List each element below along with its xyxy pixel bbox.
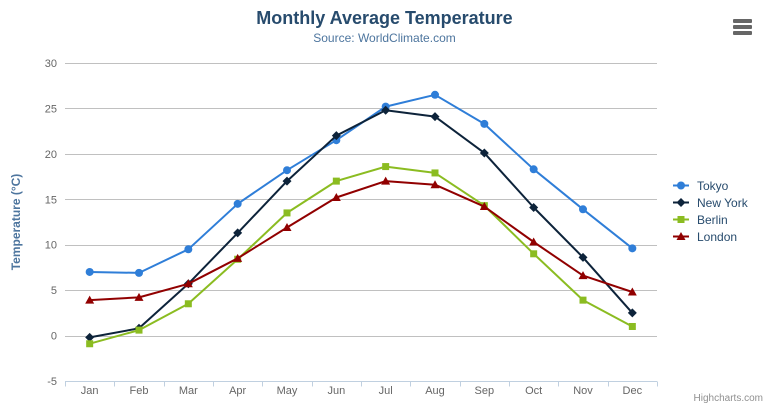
legend-item-tokyo[interactable]: Tokyo <box>672 177 748 194</box>
legend-label-new-york: New York <box>697 195 748 210</box>
svg-text:Sep: Sep <box>475 385 495 397</box>
svg-text:Apr: Apr <box>229 385 246 397</box>
y-axis-labels: -5 0 5 10 15 20 25 30 <box>45 58 57 388</box>
svg-text:-5: -5 <box>47 376 57 388</box>
legend: Tokyo New York Berlin London <box>672 177 748 245</box>
legend-label-london: London <box>697 229 738 244</box>
y-gridlines <box>65 63 657 382</box>
x-axis-labels: Jan Feb Mar Apr May Jun Jul Aug Sep Oct Nov Dec <box>81 385 643 397</box>
chart-title: Monthly Average Temperature <box>256 8 513 28</box>
svg-text:30: 30 <box>45 58 57 70</box>
svg-text:15: 15 <box>45 194 57 206</box>
x-axis <box>65 381 658 387</box>
legend-item-new-york[interactable]: New York <box>672 194 748 211</box>
legend-item-berlin[interactable]: Berlin <box>672 211 748 228</box>
tokyo-circle-marker-icon <box>673 181 689 190</box>
legend-item-london[interactable]: London <box>672 228 748 245</box>
svg-text:May: May <box>277 385 298 397</box>
svg-text:Jan: Jan <box>81 385 99 397</box>
series-new-york[interactable] <box>85 105 637 342</box>
svg-text:Nov: Nov <box>573 385 593 397</box>
hamburger-icon <box>731 19 753 35</box>
berlin-square-marker-icon <box>673 216 689 223</box>
series-tokyo[interactable] <box>85 90 637 277</box>
svg-text:Aug: Aug <box>425 385 445 397</box>
credits-link[interactable]: Highcharts.com <box>693 393 763 404</box>
svg-text:Jul: Jul <box>379 385 393 397</box>
y-axis-title: Temperature (°C) <box>9 174 23 271</box>
svg-text:Oct: Oct <box>525 385 542 397</box>
svg-text:5: 5 <box>51 285 57 297</box>
svg-text:Feb: Feb <box>130 385 149 397</box>
legend-label-tokyo: Tokyo <box>697 178 729 193</box>
legend-label-berlin: Berlin <box>697 212 728 227</box>
svg-text:20: 20 <box>45 149 57 161</box>
new-york-diamond-marker-icon <box>673 198 689 207</box>
export-menu-button[interactable] <box>731 18 753 38</box>
london-triangle-marker-icon <box>673 232 689 240</box>
svg-text:25: 25 <box>45 103 57 115</box>
series-london[interactable] <box>85 176 637 304</box>
svg-text:Jun: Jun <box>327 385 345 397</box>
svg-text:Dec: Dec <box>623 385 643 397</box>
chart-subtitle: Source: WorldClimate.com <box>313 31 456 45</box>
svg-text:10: 10 <box>45 240 57 252</box>
svg-text:Mar: Mar <box>179 385 198 397</box>
svg-text:0: 0 <box>51 331 57 343</box>
